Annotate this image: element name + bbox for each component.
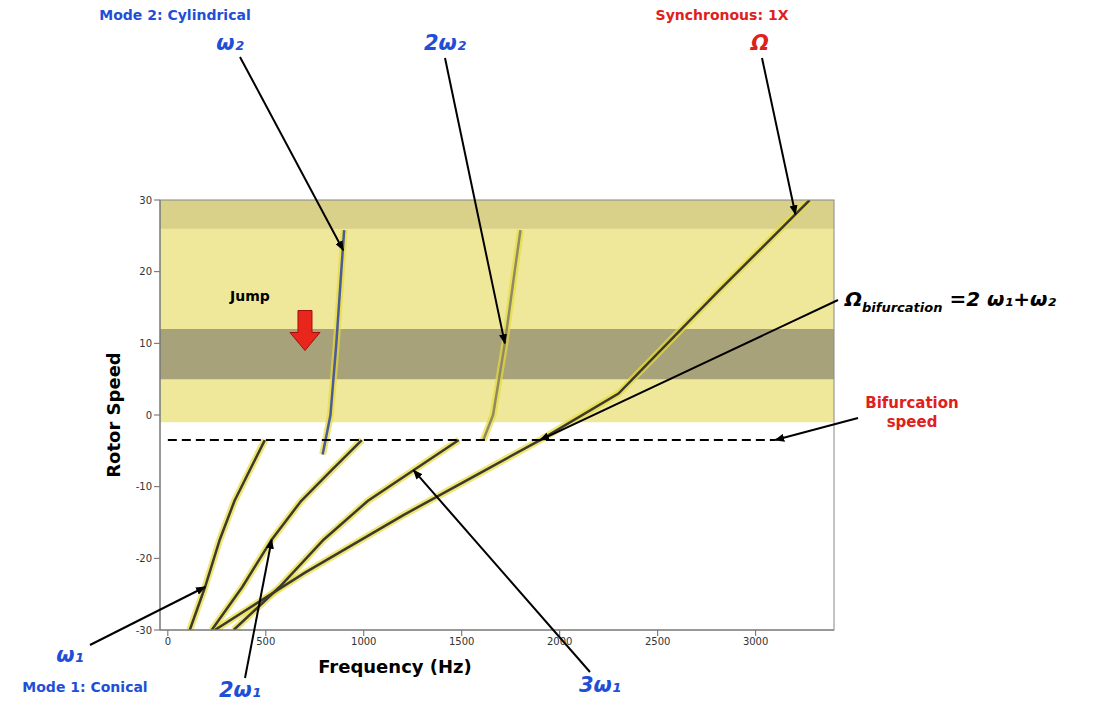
- svg-text:ω₂: ω₂: [216, 31, 244, 55]
- svg-text:30: 30: [139, 195, 152, 206]
- svg-text:Ωbifurcation =2 ω₁+ω₂: Ωbifurcation =2 ω₁+ω₂: [844, 287, 1056, 315]
- svg-text:ω₁: ω₁: [56, 643, 83, 667]
- svg-text:Bifurcationspeed: Bifurcationspeed: [865, 394, 959, 431]
- svg-text:2ω₂: 2ω₂: [424, 31, 467, 55]
- svg-text:Frequency (Hz): Frequency (Hz): [318, 656, 472, 677]
- svg-text:1000: 1000: [351, 636, 376, 647]
- svg-text:Ω: Ω: [750, 31, 769, 55]
- svg-text:Mode 1: Conical: Mode 1: Conical: [22, 679, 147, 695]
- svg-text:0: 0: [146, 410, 152, 421]
- svg-text:Jump: Jump: [229, 288, 270, 304]
- svg-text:-20: -20: [136, 553, 152, 564]
- svg-text:Mode 2: Cylindrical: Mode 2: Cylindrical: [99, 7, 250, 23]
- svg-text:1500: 1500: [449, 636, 474, 647]
- svg-text:2500: 2500: [645, 636, 670, 647]
- svg-text:Rotor Speed: Rotor Speed: [103, 352, 124, 478]
- svg-text:3ω₁: 3ω₁: [579, 673, 621, 697]
- svg-text:-30: -30: [136, 625, 152, 636]
- svg-text:3000: 3000: [743, 636, 768, 647]
- svg-text:Synchronous: 1X: Synchronous: 1X: [656, 7, 789, 23]
- svg-text:20: 20: [139, 266, 152, 277]
- svg-text:2000: 2000: [547, 636, 572, 647]
- svg-text:500: 500: [256, 636, 275, 647]
- svg-text:10: 10: [139, 338, 152, 349]
- svg-text:0: 0: [165, 636, 171, 647]
- svg-text:-10: -10: [136, 481, 152, 492]
- svg-text:2ω₁: 2ω₁: [219, 678, 261, 702]
